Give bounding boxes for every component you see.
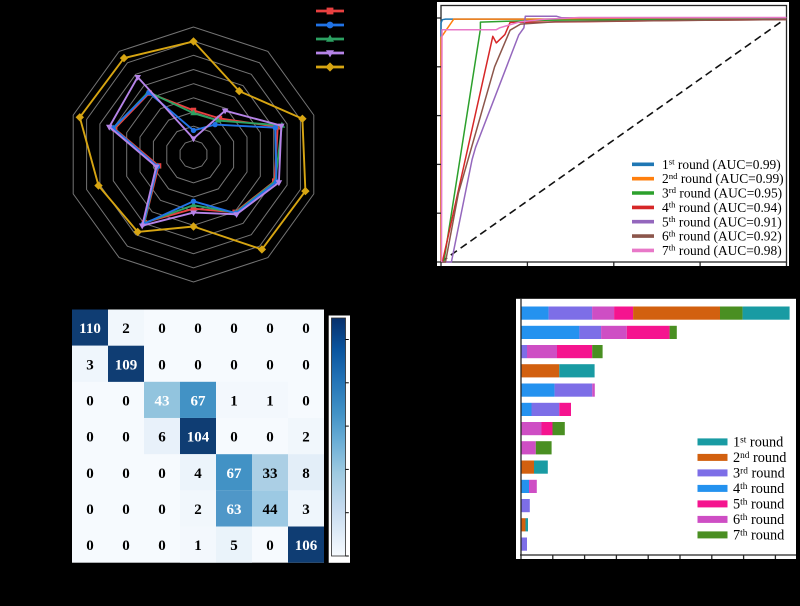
svg-text:1: 1: [266, 393, 274, 409]
svg-text:3: 3: [86, 357, 94, 373]
svg-text:0: 0: [122, 393, 130, 409]
svg-text:0: 0: [230, 321, 238, 337]
svg-text:0: 0: [86, 393, 94, 409]
svg-text:6th round (AUC=0.92): 6th round (AUC=0.92): [662, 228, 782, 243]
svg-text:0: 0: [86, 502, 94, 518]
svg-text:0: 0: [302, 393, 310, 409]
svg-text:0: 0: [86, 466, 94, 482]
svg-text:0: 0: [158, 357, 166, 373]
svg-text:0: 0: [230, 357, 238, 373]
svg-text:4th round (AUC=0.94): 4th round (AUC=0.94): [662, 200, 782, 215]
svg-text:1st round (AUC=0.99): 1st round (AUC=0.99): [662, 157, 781, 172]
svg-text:2: 2: [302, 430, 310, 446]
svg-text:104: 104: [187, 430, 210, 446]
svg-text:5: 5: [230, 538, 238, 554]
svg-text:0: 0: [266, 430, 274, 446]
svg-text:0: 0: [122, 538, 130, 554]
svg-text:110: 110: [79, 321, 101, 337]
svg-text:1: 1: [230, 393, 238, 409]
svg-text:106: 106: [295, 538, 318, 554]
svg-text:5th round (AUC=0.91): 5th round (AUC=0.91): [662, 214, 782, 229]
svg-text:67: 67: [227, 466, 243, 482]
svg-text:8: 8: [302, 466, 310, 482]
svg-text:3: 3: [302, 502, 310, 518]
svg-text:0: 0: [266, 321, 274, 337]
svg-text:3rd round (AUC=0.95): 3rd round (AUC=0.95): [662, 185, 782, 200]
svg-text:0: 0: [122, 430, 130, 446]
svg-text:0: 0: [266, 538, 274, 554]
svg-text:0: 0: [302, 357, 310, 373]
svg-text:0: 0: [158, 466, 166, 482]
svg-text:1: 1: [194, 538, 202, 554]
svg-text:1st round: 1st round: [733, 435, 783, 451]
svg-text:0: 0: [86, 430, 94, 446]
svg-text:0: 0: [230, 430, 238, 446]
svg-text:0: 0: [122, 502, 130, 518]
svg-text:4: 4: [194, 466, 202, 482]
svg-text:2: 2: [194, 502, 202, 518]
svg-text:0: 0: [194, 357, 202, 373]
svg-text:0: 0: [158, 538, 166, 554]
svg-text:109: 109: [115, 357, 138, 373]
svg-text:0: 0: [158, 502, 166, 518]
svg-text:0: 0: [302, 321, 310, 337]
svg-text:0: 0: [158, 321, 166, 337]
svg-text:43: 43: [155, 393, 170, 409]
svg-text:44: 44: [263, 502, 279, 518]
svg-text:0: 0: [194, 321, 202, 337]
svg-text:6: 6: [158, 430, 166, 446]
svg-text:0: 0: [86, 538, 94, 554]
svg-text:2: 2: [122, 321, 130, 337]
svg-text:7th round (AUC=0.98): 7th round (AUC=0.98): [662, 243, 782, 258]
svg-text:0: 0: [266, 357, 274, 373]
svg-text:0: 0: [122, 466, 130, 482]
svg-text:2nd round (AUC=0.99): 2nd round (AUC=0.99): [662, 171, 784, 186]
svg-text:33: 33: [263, 466, 278, 482]
svg-text:67: 67: [191, 393, 207, 409]
svg-text:63: 63: [227, 502, 242, 518]
